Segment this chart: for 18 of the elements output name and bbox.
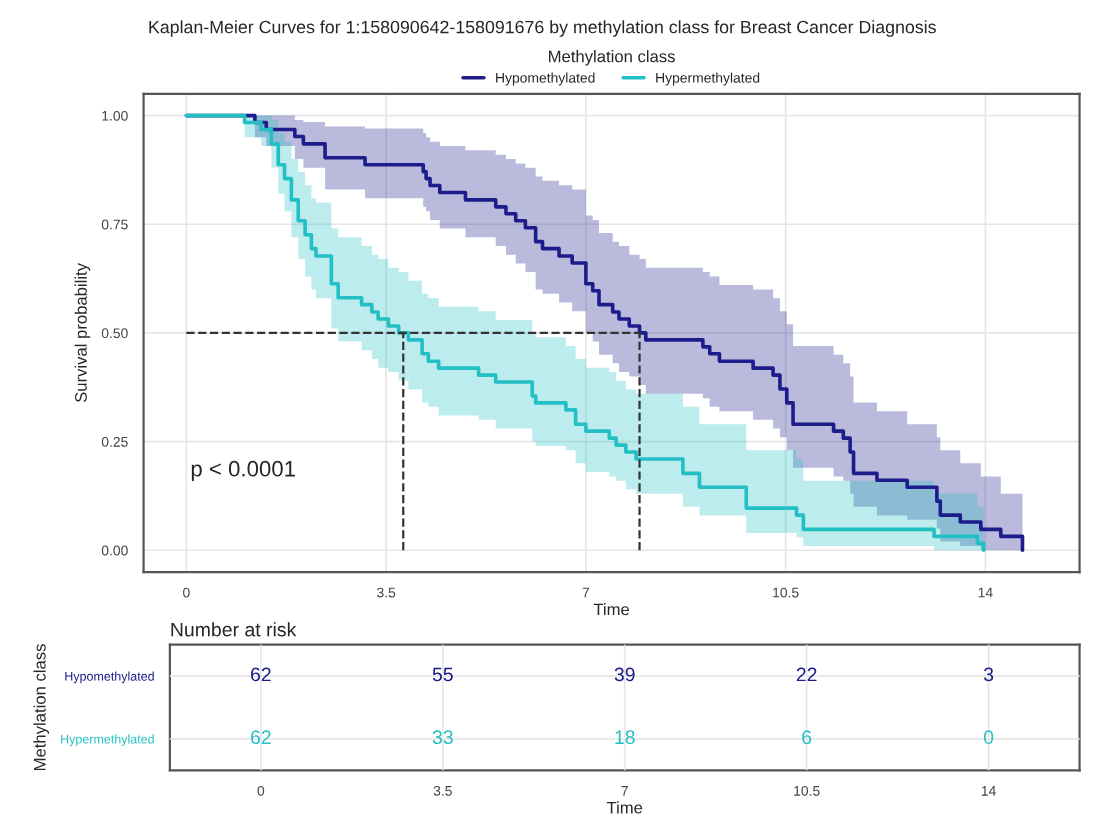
legend-title: Methylation class: [549, 50, 675, 66]
x-axis-title: Time: [606, 801, 643, 814]
data-label: 6: [802, 730, 812, 745]
data-label: 55: [432, 667, 453, 682]
data-label: 39: [614, 667, 635, 682]
chart-title: Number at risk: [171, 622, 297, 637]
data-label: 62: [251, 730, 271, 745]
data-label: 0: [983, 730, 994, 745]
chart-title: Kaplan-Meier Curves for 1:158090642-158091676 by methylation class for Breast Cancer Diagnosis: [149, 20, 936, 37]
y-axis-title: Methylation class: [33, 644, 50, 771]
data-label: 62: [251, 667, 271, 682]
data-label: 22: [796, 667, 817, 682]
data-label: 3: [983, 667, 994, 682]
y-axis-title: Survival probability: [74, 263, 91, 403]
x-axis-title: Time: [593, 603, 630, 616]
data-label: 18: [615, 730, 635, 745]
data-label: 33: [432, 730, 453, 745]
annotation: p < 0.0001: [191, 460, 295, 481]
